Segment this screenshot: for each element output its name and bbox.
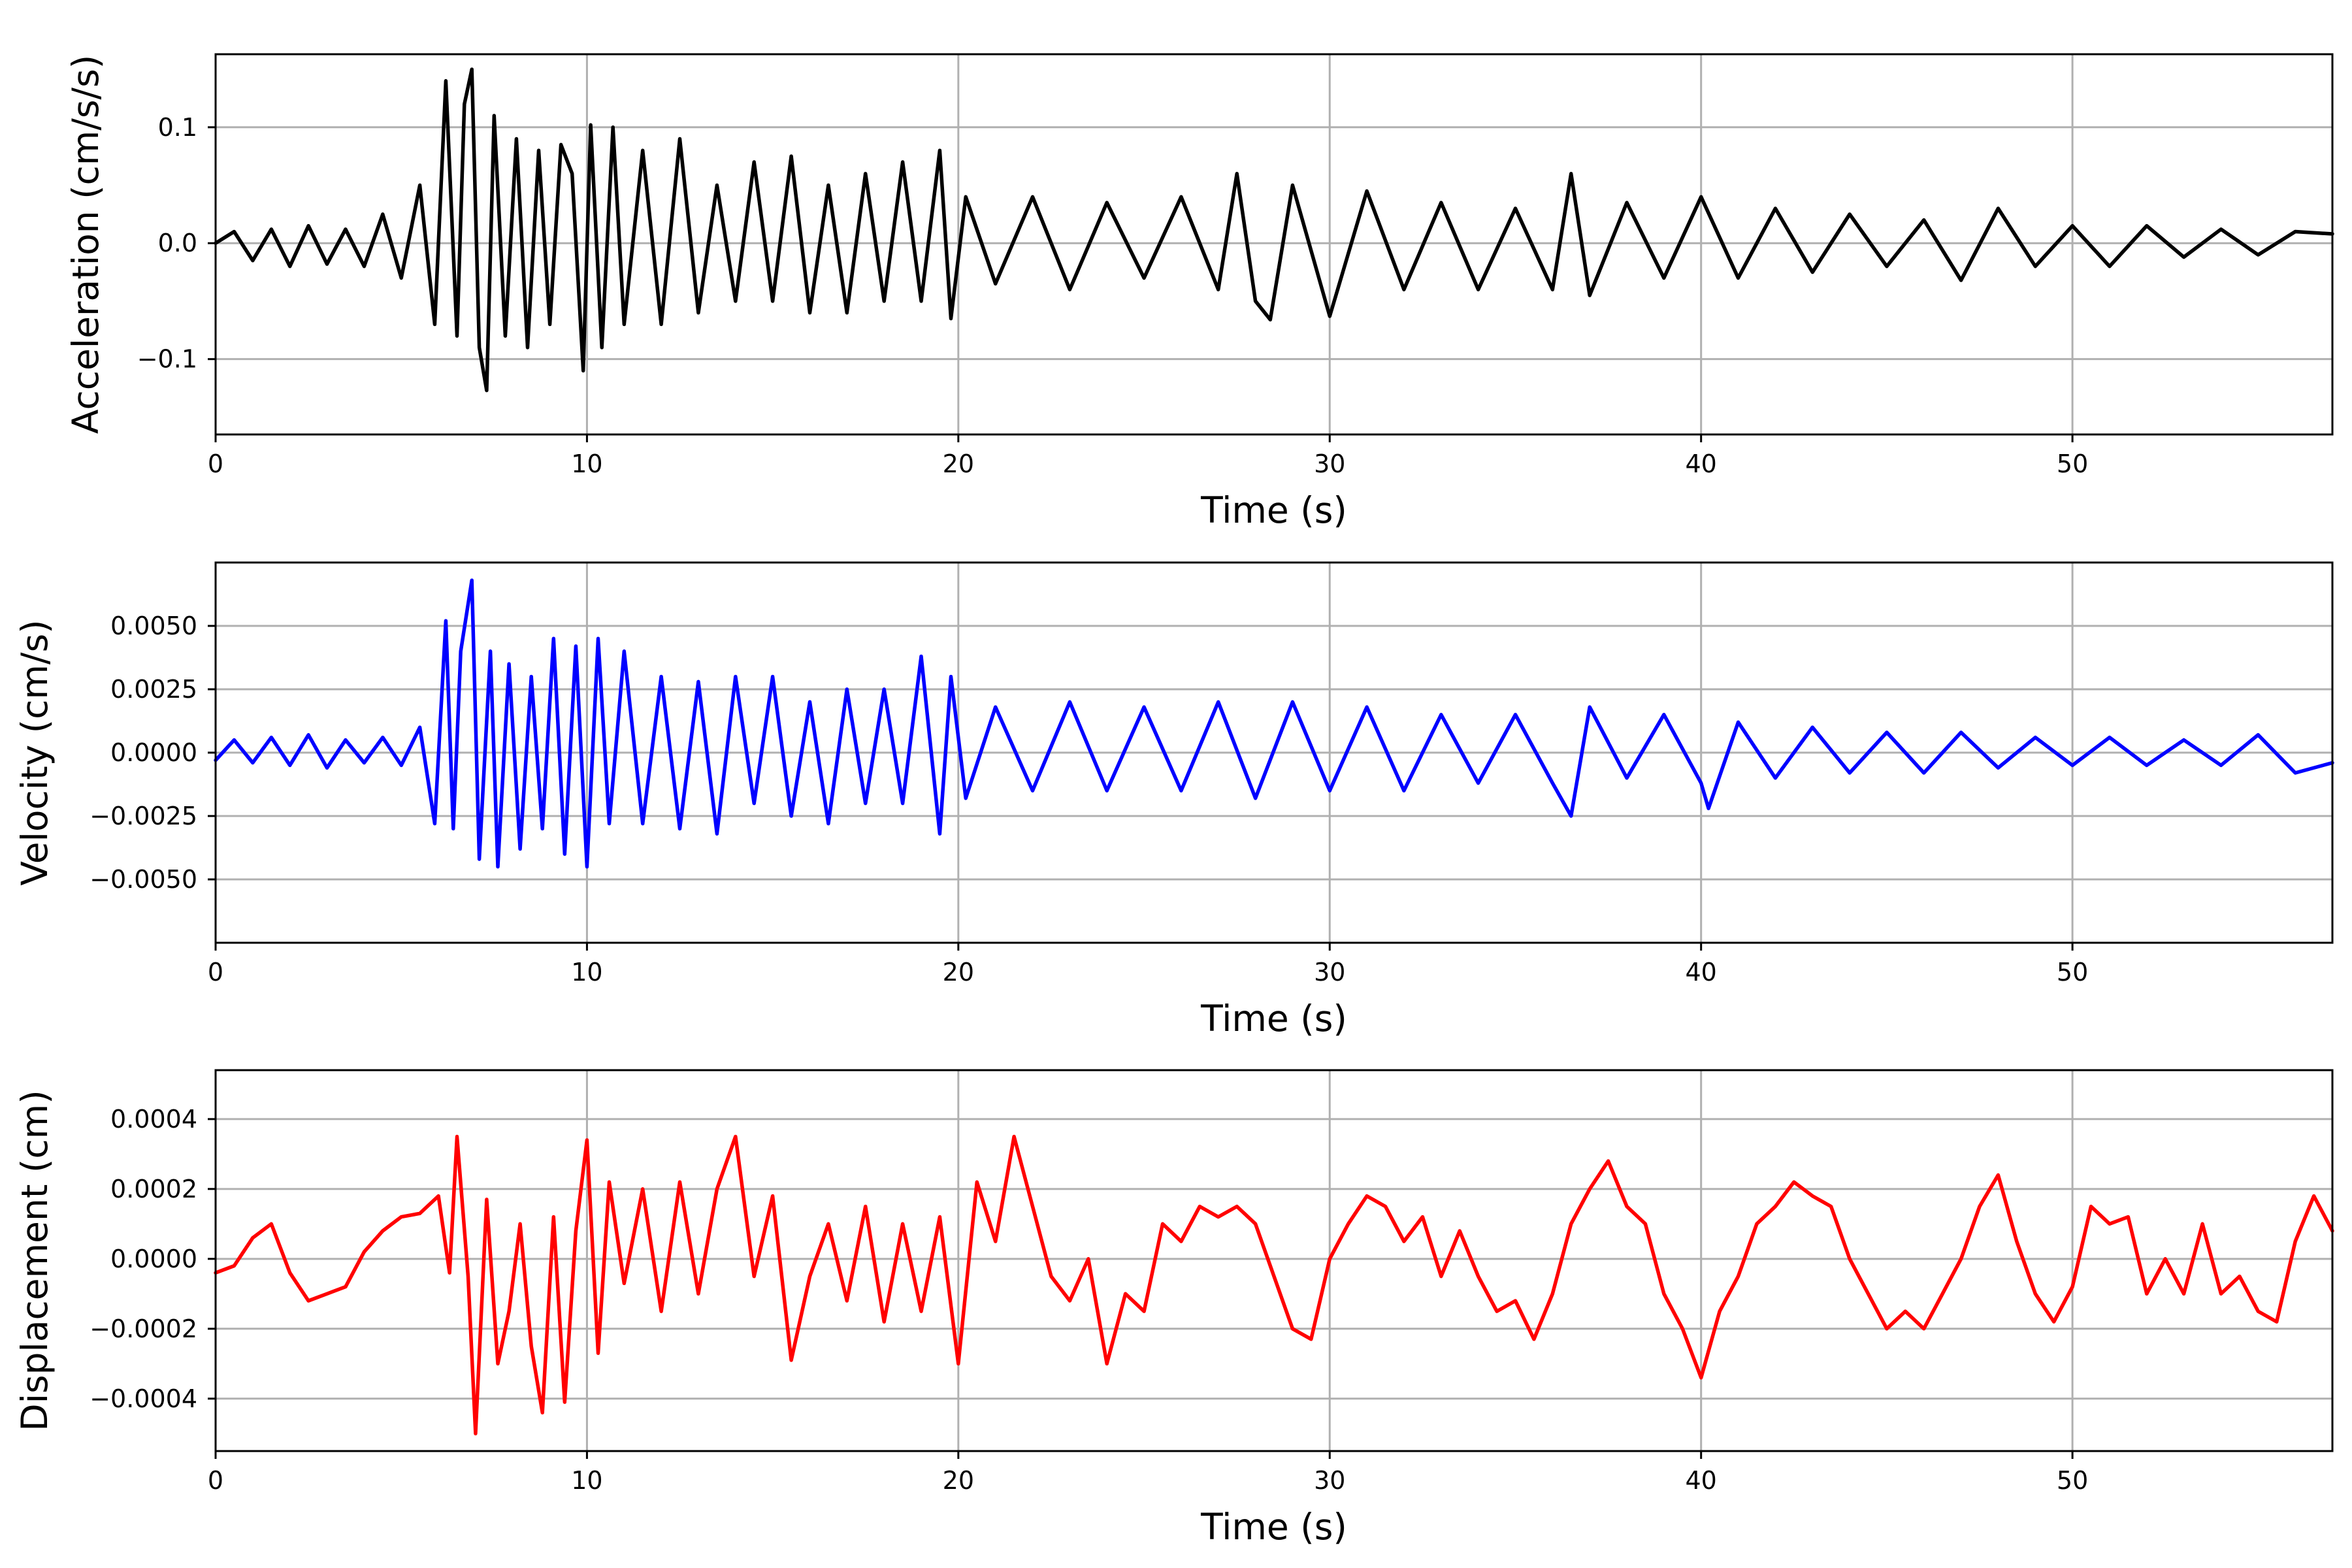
displacement-ticks: 0 10 20 30 40 50 0.0004 0.0002 0.0000 −0.0002 −0.0… [90, 1105, 2088, 1495]
velocity-y-tick-label: −0.0050 [90, 865, 197, 894]
displacement-x-axis-label: Time (s) [1200, 1506, 1347, 1548]
acceleration-axes-frame [214, 53, 2334, 436]
velocity-y-tick-label: 0.0000 [110, 738, 197, 767]
acceleration-y-tick-label: 0.0 [158, 229, 197, 257]
velocity-y-tick-label: 0.0050 [110, 612, 197, 640]
displacement-x-tick-label: 50 [2057, 1466, 2088, 1495]
velocity-x-tick-label: 40 [1686, 958, 1717, 987]
velocity-ticks: 0 10 20 30 40 50 0.0050 0.0025 0.0000 −0.0025 −0.0… [90, 612, 2088, 987]
acceleration-series [214, 67, 2334, 393]
displacement-y-axis-label: Displacement (cm) [14, 1090, 56, 1431]
velocity-x-tick-label: 50 [2057, 958, 2088, 987]
displacement-y-tick-label: −0.0002 [90, 1315, 197, 1343]
displacement-x-tick-label: 30 [1314, 1466, 1345, 1495]
acceleration-ticks: 0 10 20 30 40 50 0.1 0.0 −0.1 [137, 113, 2089, 478]
acceleration-x-tick-label: 0 [208, 449, 223, 478]
acceleration-x-tick-label: 50 [2057, 449, 2088, 478]
displacement-y-tick-label: −0.0004 [90, 1384, 197, 1413]
displacement-axes-frame [214, 1069, 2334, 1452]
displacement-x-tick-label: 40 [1686, 1466, 1717, 1495]
velocity-y-tick-label: 0.0025 [110, 675, 197, 704]
displacement-x-tick-label: 10 [571, 1466, 602, 1495]
displacement-y-tick-label: 0.0004 [110, 1105, 197, 1134]
velocity-panel: 0 10 20 30 40 50 0.0050 0.0025 0.0000 −0.0025 −0.0… [14, 561, 2334, 1039]
velocity-x-tick-label: 10 [571, 958, 602, 987]
acceleration-x-tick-label: 10 [571, 449, 602, 478]
displacement-series [214, 1134, 2334, 1436]
displacement-y-tick-label: 0.0002 [110, 1175, 197, 1203]
displacement-x-tick-label: 20 [943, 1466, 974, 1495]
acceleration-y-tick-label: −0.1 [137, 345, 197, 374]
velocity-x-axis-label: Time (s) [1200, 998, 1347, 1039]
acceleration-x-tick-label: 20 [943, 449, 974, 478]
acceleration-y-tick-label: 0.1 [158, 113, 197, 142]
displacement-panel: 0 10 20 30 40 50 0.0004 0.0002 0.0000 −0.0002 −0.0… [14, 1069, 2334, 1548]
acceleration-panel: 0 10 20 30 40 50 0.1 0.0 −0.1 Time (s) Accelerat… [65, 53, 2334, 531]
velocity-x-tick-label: 0 [208, 958, 223, 987]
acceleration-x-axis-label: Time (s) [1200, 489, 1347, 531]
displacement-x-tick-label: 0 [208, 1466, 223, 1495]
acceleration-y-axis-label: Acceleration (cm/s/s) [65, 55, 106, 434]
velocity-x-tick-label: 20 [943, 958, 974, 987]
displacement-series-line [214, 1134, 2334, 1436]
velocity-y-tick-label: −0.0025 [90, 802, 197, 830]
velocity-series [214, 578, 2334, 869]
acceleration-x-tick-label: 30 [1314, 449, 1345, 478]
acceleration-x-tick-label: 40 [1686, 449, 1717, 478]
velocity-y-axis-label: Velocity (cm/s) [14, 619, 56, 885]
acceleration-series-line [214, 67, 2334, 393]
velocity-series-line [214, 578, 2334, 869]
displacement-y-tick-label: 0.0000 [110, 1245, 197, 1273]
velocity-x-tick-label: 30 [1314, 958, 1345, 987]
